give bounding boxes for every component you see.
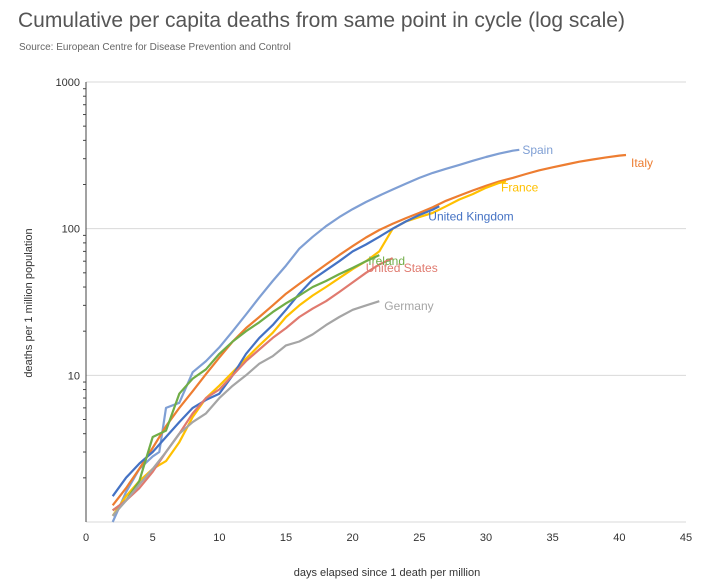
series-line — [111, 300, 380, 517]
x-tick-label: 10 — [213, 532, 225, 544]
series-label: Italy — [631, 156, 653, 170]
series-line — [111, 205, 440, 497]
series-labels: Spain Italy France United Kingdom IrelandUni… — [366, 143, 653, 313]
series-label: United States — [366, 261, 438, 275]
x-tick-label: 30 — [480, 532, 492, 544]
x-tick-label: 5 — [150, 532, 156, 544]
series-label: France — [501, 180, 539, 194]
y-tick-label: 1000 — [56, 77, 80, 89]
x-tick-label: 20 — [347, 532, 359, 544]
series-line — [111, 153, 627, 506]
series-layer — [111, 148, 627, 523]
axes: 10 100 1000 0 5 10 15 20 25 30 35 40 45 — [56, 77, 693, 544]
series-line — [111, 180, 507, 517]
x-tick-label: 40 — [613, 532, 625, 544]
series-label: United Kingdom — [428, 209, 513, 223]
x-tick-label: 25 — [413, 532, 425, 544]
y-tick-label: 100 — [62, 224, 80, 236]
x-tick-label: 15 — [280, 532, 292, 544]
y-tick-label: 10 — [68, 370, 80, 382]
series-label: Spain — [522, 143, 553, 157]
series-line — [112, 254, 380, 512]
series-line — [112, 257, 394, 512]
x-axis-title: days elapsed since 1 death per million — [294, 567, 481, 579]
y-axis-title: deaths per 1 million population — [23, 228, 35, 377]
gridlines — [86, 81, 686, 523]
chart-subtitle: Source: European Centre for Disease Prev… — [19, 42, 291, 53]
series-line — [111, 148, 520, 523]
series-label: Ireland — [368, 254, 405, 268]
x-tick-label: 0 — [83, 532, 89, 544]
x-tick-label: 45 — [680, 532, 692, 544]
series-label: Germany — [384, 299, 433, 313]
x-tick-label: 35 — [547, 532, 559, 544]
chart-title: Cumulative per capita deaths from same p… — [18, 9, 625, 32]
